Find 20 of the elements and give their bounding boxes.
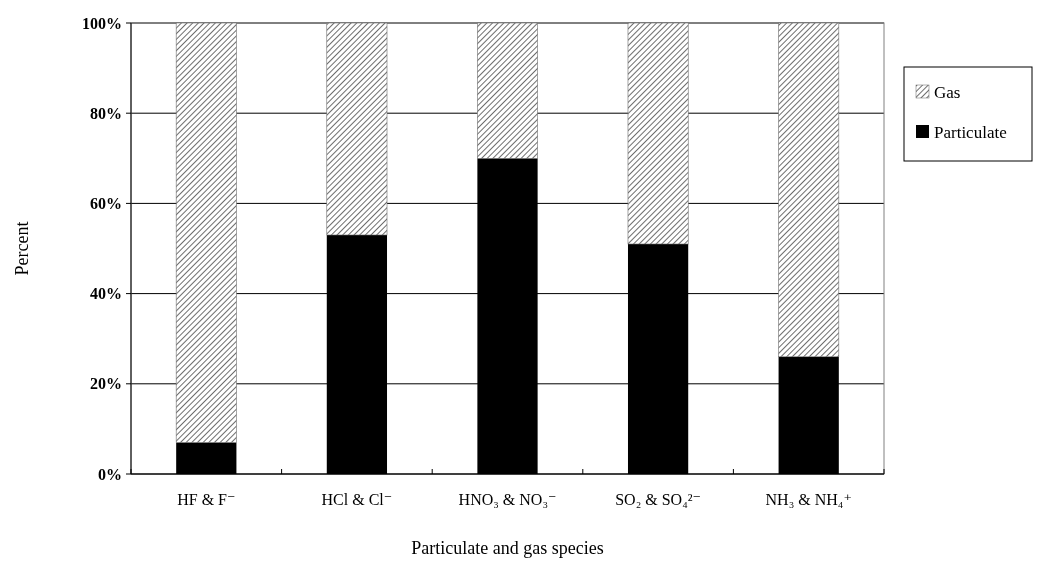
bar: [627, 22, 689, 245]
legend-label: Gas: [934, 82, 961, 102]
x-axis-title: Particulate and gas species: [411, 538, 604, 558]
bar: [778, 22, 840, 358]
bar: [326, 22, 388, 236]
x-tick-label: NH₃ & NH₄⁺: [765, 491, 852, 508]
x-tick-label: HCl & Cl⁻: [321, 491, 393, 508]
y-tick-label: 80%: [90, 104, 122, 122]
y-tick-label: 100%: [82, 14, 122, 32]
legend-label: Particulate: [934, 122, 1007, 142]
x-tick-label: SO₂ & SO₄²⁻: [615, 491, 701, 508]
y-axis-title: Percent: [12, 221, 32, 276]
bar: [175, 22, 237, 443]
y-tick-label: 60%: [90, 195, 122, 212]
x-tick-label: HNO₃ & NO₃⁻: [458, 491, 557, 508]
y-tick-label: 0%: [98, 465, 122, 483]
y-tick-label: 40%: [90, 285, 122, 303]
y-tick-label: 20%: [90, 375, 122, 393]
bar: [477, 22, 538, 159]
x-tick-label: HF & F⁻: [177, 491, 236, 508]
